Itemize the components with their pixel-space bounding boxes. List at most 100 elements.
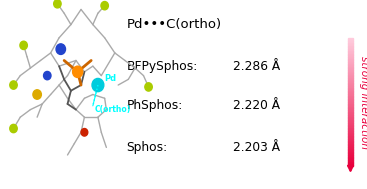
Bar [348, 57, 353, 59]
Text: 2.220 Å: 2.220 Å [233, 99, 280, 112]
Bar [348, 147, 353, 149]
Bar [348, 121, 353, 123]
Bar [348, 125, 353, 126]
Bar [348, 128, 353, 129]
Bar [348, 96, 353, 97]
Text: strong interaction: strong interaction [359, 56, 367, 149]
Bar [348, 160, 353, 161]
Bar [348, 92, 353, 94]
Text: BFPySphos:: BFPySphos: [127, 60, 198, 73]
Bar [348, 89, 353, 91]
Bar [348, 41, 353, 43]
Bar [348, 67, 353, 68]
Text: PhSphos:: PhSphos: [127, 99, 183, 112]
Bar [348, 163, 353, 165]
Circle shape [20, 41, 28, 50]
Bar [348, 84, 353, 86]
Bar [348, 64, 353, 65]
Bar [348, 99, 353, 101]
Circle shape [44, 71, 51, 80]
Circle shape [101, 2, 108, 10]
Bar [348, 65, 353, 67]
Text: Pd: Pd [105, 74, 117, 83]
Bar [348, 83, 353, 84]
Bar [348, 153, 353, 155]
Bar [348, 120, 353, 121]
Bar [348, 157, 353, 158]
Bar [348, 68, 353, 70]
Bar [348, 142, 353, 144]
Bar [348, 101, 353, 102]
Bar [348, 80, 353, 81]
Bar [348, 86, 353, 88]
Bar [348, 155, 353, 157]
Bar [348, 113, 353, 115]
Text: Sphos:: Sphos: [127, 141, 168, 154]
Bar [348, 44, 353, 46]
Bar [348, 71, 353, 73]
Circle shape [54, 0, 61, 8]
Bar [348, 131, 353, 133]
Bar [348, 91, 353, 92]
Circle shape [10, 124, 17, 133]
Bar [348, 62, 353, 64]
Bar [348, 116, 353, 118]
Bar [348, 51, 353, 52]
Bar [348, 94, 353, 96]
Bar [348, 78, 353, 80]
Circle shape [73, 66, 83, 77]
Bar [348, 123, 353, 125]
Bar [348, 149, 353, 150]
Bar [348, 40, 353, 41]
Bar [348, 88, 353, 89]
Bar [348, 76, 353, 78]
Bar [348, 112, 353, 113]
Bar [348, 137, 353, 139]
Bar [348, 115, 353, 116]
Bar [348, 75, 353, 76]
Bar [348, 129, 353, 131]
Circle shape [10, 81, 17, 89]
Text: Pd•••C(ortho): Pd•••C(ortho) [127, 18, 222, 31]
Bar [348, 152, 353, 153]
Circle shape [92, 78, 104, 92]
Bar [348, 104, 353, 105]
Circle shape [33, 90, 41, 99]
Bar [348, 105, 353, 107]
Bar [348, 118, 353, 120]
Bar [348, 46, 353, 47]
Bar [348, 126, 353, 128]
Bar [348, 161, 353, 163]
Bar [348, 107, 353, 108]
Text: 2.203 Å: 2.203 Å [233, 141, 280, 154]
Bar [348, 144, 353, 146]
Bar [348, 110, 353, 112]
Bar [348, 139, 353, 141]
Bar [348, 134, 353, 136]
Circle shape [145, 83, 152, 91]
Bar [348, 102, 353, 104]
Circle shape [81, 129, 88, 136]
Text: C(ortho): C(ortho) [95, 105, 131, 114]
Bar [348, 108, 353, 110]
Bar [348, 38, 353, 40]
Bar [348, 43, 353, 44]
Bar [348, 49, 353, 51]
Bar [348, 136, 353, 137]
Bar [348, 146, 353, 147]
Bar [348, 165, 353, 166]
Bar [348, 52, 353, 54]
Bar [348, 59, 353, 60]
Bar [348, 97, 353, 99]
Bar [348, 60, 353, 62]
Circle shape [56, 44, 65, 54]
Text: 2.286 Å: 2.286 Å [233, 60, 280, 73]
Bar [348, 81, 353, 83]
Bar [348, 70, 353, 71]
Bar [348, 54, 353, 56]
Bar [348, 133, 353, 134]
Bar [348, 150, 353, 152]
Bar [348, 56, 353, 57]
Bar [348, 158, 353, 160]
Bar [348, 73, 353, 75]
